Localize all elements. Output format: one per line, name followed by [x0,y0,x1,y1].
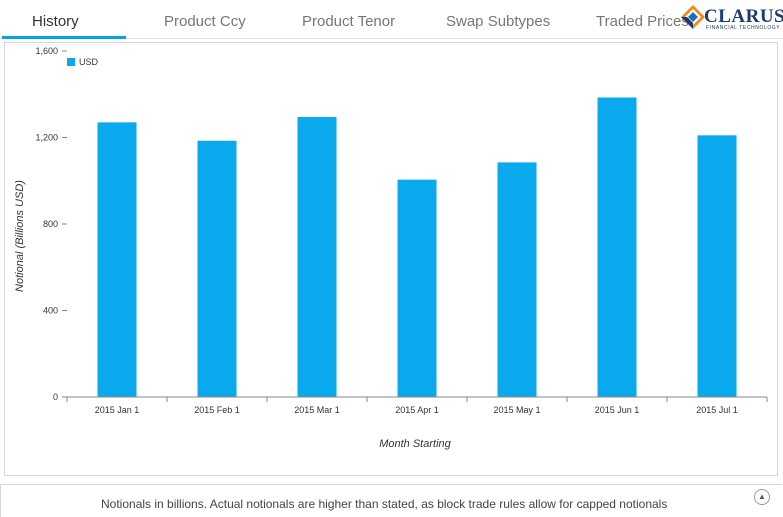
bar[interactable] [597,97,637,398]
active-tab-indicator [2,36,126,39]
y-tick-label: 1,600 [35,46,58,56]
tab-traded-prices[interactable]: Traded Prices [596,13,689,30]
tab-bar: History Product Ccy Product Tenor Swap S… [0,0,783,40]
bar[interactable] [297,116,337,398]
x-tick-label: 2015 Jun 1 [595,405,640,415]
bar[interactable] [697,135,737,397]
x-tick-label: 2015 Mar 1 [294,405,340,415]
bar[interactable] [397,179,437,397]
x-axis-label: Month Starting [379,438,451,450]
x-axis: 2015 Jan 1 2015 Feb 1 2015 Mar 1 2015 Apr 1… [66,397,768,415]
y-axis-label: Notional (Billions USD) [14,180,26,292]
logo-name: CLARUS [704,6,783,27]
footer-note: Notionals in billions. Actual notionals … [101,497,668,511]
double-chevron-up-icon: ▲ [758,492,766,501]
x-tick-label: 2015 Feb 1 [194,405,240,415]
y-tick-label: 1,200 [35,133,58,143]
bar-chart: USD 0 400 800 1,200 1,600 2015 Jan 1 2015 Feb… [14,46,768,450]
legend-label-usd: USD [79,57,99,67]
tab-history[interactable]: History [32,13,79,30]
y-tick-label: 400 [43,306,58,316]
y-tick-label: 0 [53,392,58,402]
clarus-logo: CLARUS FINANCIAL TECHNOLOGY [680,4,783,34]
x-tick-label: 2015 Jan 1 [95,405,140,415]
legend[interactable]: USD [67,57,99,67]
legend-swatch-usd [67,58,75,66]
y-axis: 0 400 800 1,200 1,600 [35,46,67,402]
bars [97,97,737,398]
x-tick-label: 2015 Jul 1 [696,405,738,415]
collapse-button[interactable]: ▲ [754,489,770,505]
tab-divider [0,38,783,39]
y-tick-label: 800 [43,219,58,229]
bar[interactable] [97,122,137,398]
footer-note-panel: Notionals in billions. Actual notionals … [0,484,782,517]
logo-subtitle: FINANCIAL TECHNOLOGY [706,25,781,31]
x-tick-label: 2015 Apr 1 [395,405,439,415]
diamond-logo-icon [681,5,705,29]
x-tick-label: 2015 May 1 [493,405,540,415]
tab-product-ccy[interactable]: Product Ccy [164,13,246,30]
tab-swap-subtypes[interactable]: Swap Subtypes [446,13,551,30]
tab-product-tenor[interactable]: Product Tenor [302,13,396,30]
bar[interactable] [197,140,237,397]
bar[interactable] [497,162,537,397]
chart-panel: USD 0 400 800 1,200 1,600 2015 Jan 1 2015 Feb… [4,42,778,476]
